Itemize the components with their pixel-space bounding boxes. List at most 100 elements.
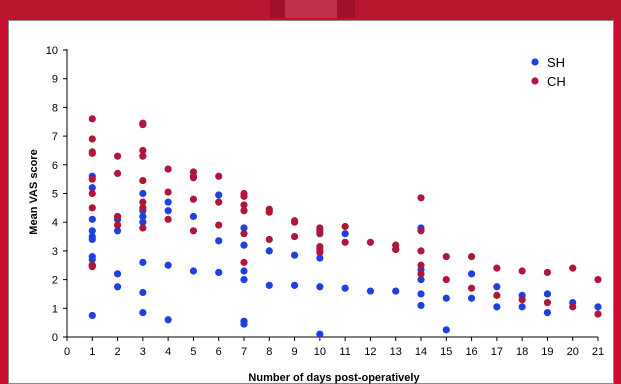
legend-marker-sh [531,58,539,66]
data-point-ch [88,149,96,157]
data-point-sh [467,294,476,302]
data-point-sh [316,330,324,338]
data-point-sh [113,270,122,278]
data-point-ch [316,230,324,238]
data-point-sh [240,320,248,328]
data-point-ch [290,232,299,241]
data-point-sh [139,212,147,221]
data-point-ch [341,238,349,246]
legend-label-ch: CH [547,74,566,89]
data-point-ch [417,270,425,278]
data-point-sh [113,283,122,291]
data-point-sh [189,212,198,221]
data-point-sh [316,283,324,291]
x-tick-label: 11 [339,346,350,358]
data-point-sh [594,303,602,311]
data-point-ch [543,268,552,277]
x-tick-label: 17 [491,346,503,358]
data-point-sh [240,241,248,249]
data-point-ch [493,291,501,299]
x-tick-label: 20 [567,346,579,358]
data-point-sh [417,290,425,298]
data-point-sh [215,268,223,277]
data-point-sh [543,290,552,298]
data-point-sh [290,251,299,259]
x-tick-label: 21 [592,346,604,358]
header-block [0,0,270,18]
data-point-ch [88,135,96,143]
data-point-sh [139,218,147,226]
legend-marker-ch [531,77,539,85]
y-tick-label: 10 [46,45,58,57]
data-point-sh [88,311,96,320]
data-point-ch [316,248,324,256]
data-point-ch [240,201,248,209]
x-tick-label: 19 [541,346,553,358]
data-point-sh [139,288,147,297]
data-point-sh [493,283,501,291]
x-tick-label: 18 [516,346,528,358]
data-point-sh [366,287,375,295]
data-point-sh [215,237,223,245]
data-point-sh [240,276,248,284]
x-tick-label: 12 [364,346,376,358]
data-point-sh [113,227,122,235]
data-point-ch [88,175,96,183]
data-point-ch [290,218,299,226]
data-point-ch [366,238,375,246]
y-axis-title: Mean VAS score [28,149,40,234]
data-point-ch [417,247,425,255]
data-point-ch [240,230,248,238]
data-point-ch [442,276,450,284]
data-point-sh [215,191,223,199]
y-tick-label: 5 [52,189,58,201]
y-tick-label: 1 [52,303,58,315]
y-tick-label: 0 [52,332,58,344]
data-point-ch [240,192,248,200]
data-point-sh [290,281,299,289]
legend: SH CH [531,55,566,89]
data-point-sh [139,189,147,198]
data-point-ch [189,174,198,182]
data-point-sh [518,303,526,311]
data-point-ch [113,212,122,221]
y-tick-label: 8 [52,102,58,114]
data-point-ch [467,284,476,292]
data-point-sh [88,215,96,223]
data-point-sh [442,326,450,334]
data-point-ch [215,198,223,206]
data-point-sh [164,316,172,324]
data-point-sh [417,301,425,310]
series-layer [88,115,602,338]
data-point-sh [189,267,198,275]
data-point-sh [341,284,349,292]
chart-panel [8,20,614,384]
series-sh [88,172,602,338]
data-point-ch [139,146,147,155]
y-tick-label: 3 [52,246,58,258]
data-point-ch [316,224,324,232]
data-point-ch [113,152,122,160]
data-point-ch [164,188,172,196]
data-point-ch [88,115,96,123]
data-point-sh [164,207,172,215]
data-point-ch [139,176,147,185]
x-axis-title: Number of days post-operatively [248,372,420,384]
data-point-ch [417,261,425,269]
data-point-ch [113,169,122,178]
data-point-sh [467,270,476,278]
data-point-sh [88,227,96,235]
x-tick-label: 13 [390,346,402,358]
legend-label-sh: SH [547,55,565,70]
data-point-sh [240,267,248,275]
x-tick-label: 6 [216,346,222,358]
data-point-ch [139,152,147,160]
data-point-ch [189,227,198,235]
data-point-sh [341,230,349,238]
x-tick-label: 5 [190,346,196,358]
data-point-ch [493,264,501,272]
data-point-sh [543,309,552,317]
x-tick-label: 9 [292,346,298,358]
